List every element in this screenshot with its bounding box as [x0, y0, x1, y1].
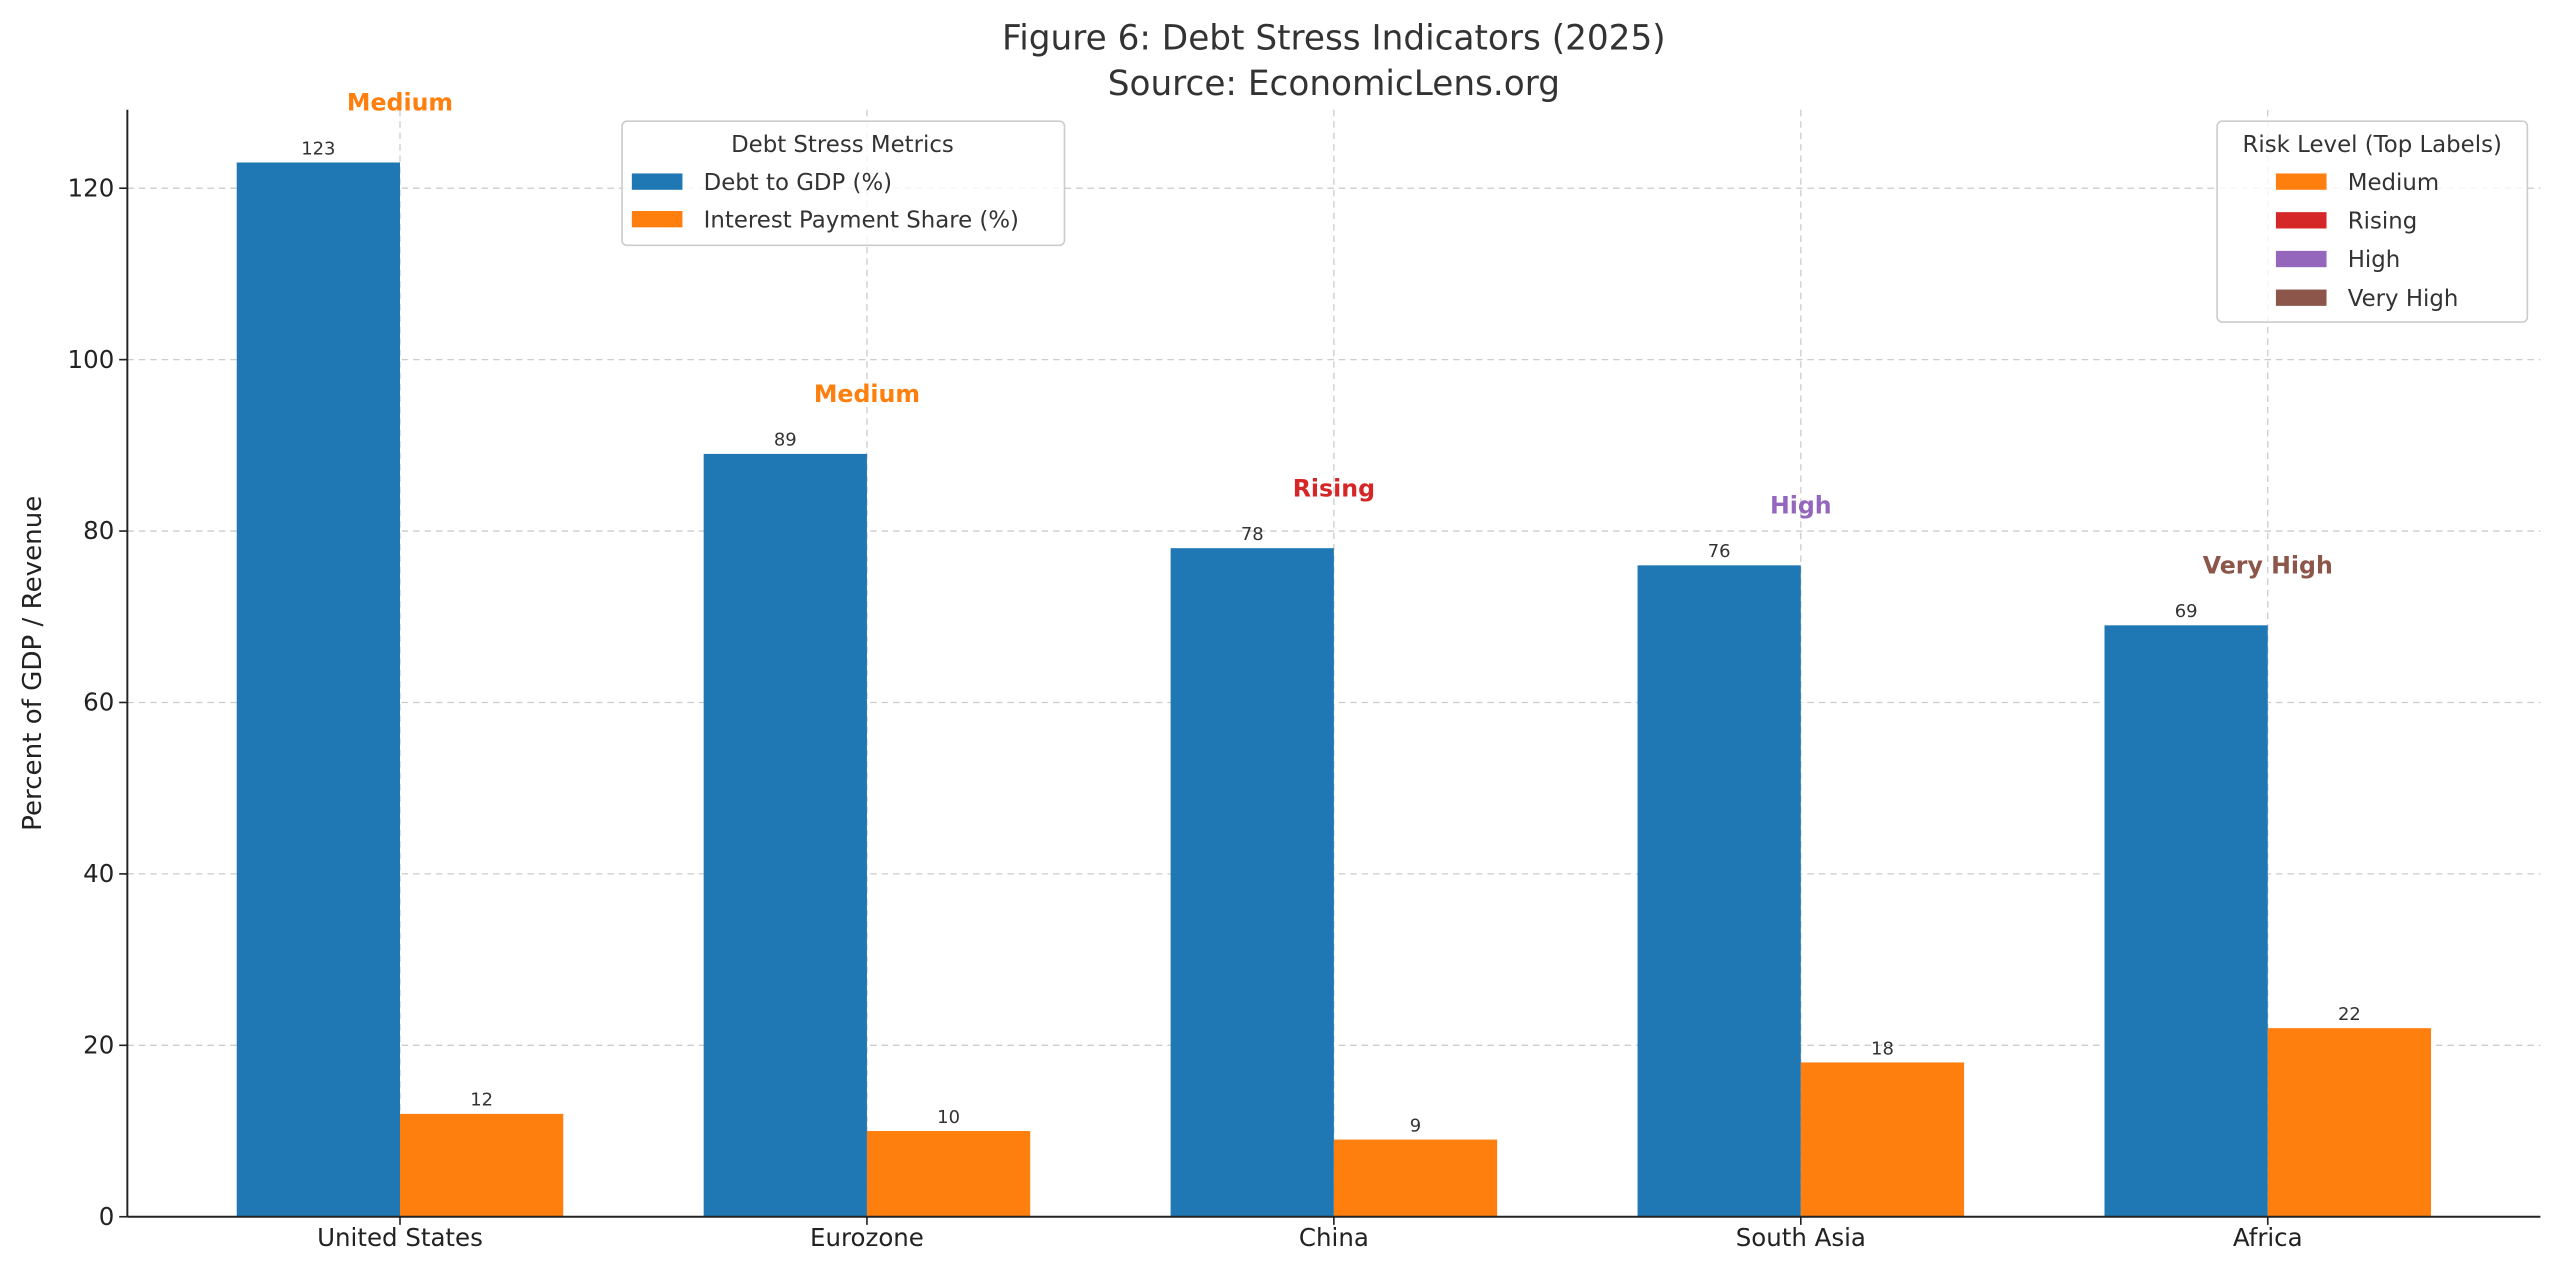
y-tick-label: 40: [83, 859, 114, 888]
bar-value-label: 89: [774, 430, 797, 451]
y-tick-label: 120: [68, 173, 115, 202]
y-tick-label: 100: [68, 345, 115, 374]
bar-interest: [400, 1113, 564, 1217]
risk-legend-swatch: [2275, 289, 2327, 306]
bar-interest: [1800, 1062, 1965, 1217]
bar-value-label: 69: [2175, 601, 2198, 622]
x-tick-label: Eurozone: [810, 1223, 924, 1252]
risk-label: Medium: [814, 380, 920, 408]
risk-legend-label: High: [2348, 247, 2401, 273]
risk-legend-label: Medium: [2348, 170, 2439, 196]
risk-legend-label: Very High: [2348, 286, 2459, 312]
risk-legend: Risk Level (Top Labels) Medium Rising High…: [2216, 120, 2529, 323]
legend-swatch-interest: [631, 211, 683, 228]
x-tick-label: United States: [317, 1223, 483, 1252]
risk-label: Very High: [2203, 551, 2333, 579]
bar-value-label: 9: [1410, 1115, 1421, 1136]
bar-value-label: 78: [1241, 524, 1264, 545]
y-tick-label: 60: [83, 688, 114, 717]
bar-debt: [2104, 625, 2268, 1217]
chart-title: Figure 6: Debt Stress Indicators (2025): [1002, 18, 1666, 58]
x-tick-label: China: [1299, 1223, 1369, 1252]
risk-legend-swatch: [2275, 173, 2327, 190]
y-tick-label: 0: [99, 1202, 115, 1231]
y-tick-label: 80: [83, 516, 114, 545]
bar-value-label: 76: [1708, 541, 1731, 562]
x-tick-label: South Asia: [1736, 1223, 1866, 1252]
bar-interest: [1333, 1139, 1498, 1217]
bar-value-label: 22: [2338, 1004, 2361, 1025]
bar-debt: [703, 453, 867, 1217]
y-axis-label: Percent of GDP / Revenue: [18, 496, 48, 831]
legend-label-interest: Interest Payment Share (%): [704, 207, 1019, 233]
bar-interest: [866, 1131, 1031, 1217]
legend-swatch-debt: [631, 173, 683, 190]
bar-value-label: 123: [301, 138, 335, 159]
bar-interest: [2267, 1028, 2432, 1217]
bar-value-label: 18: [1871, 1038, 1894, 1059]
risk-label: Medium: [347, 89, 453, 117]
y-tick-label: 20: [83, 1030, 114, 1059]
risk-legend-label: Rising: [2348, 208, 2417, 234]
series-legend-title: Debt Stress Metrics: [731, 132, 954, 158]
risk-label: High: [1770, 491, 1832, 519]
risk-label: Rising: [1293, 474, 1375, 502]
bar-debt: [1170, 548, 1334, 1217]
bar-value-label: 10: [937, 1107, 960, 1128]
risk-legend-swatch: [2275, 212, 2327, 229]
bar-value-label: 12: [470, 1090, 493, 1111]
bar-debt: [236, 162, 400, 1217]
series-legend: Debt Stress Metrics Debt to GDP (%) Inte…: [621, 120, 1066, 247]
risk-legend-title: Risk Level (Top Labels): [2243, 132, 2502, 158]
legend-label-debt: Debt to GDP (%): [704, 170, 892, 196]
chart-subtitle: Source: EconomicLens.org: [1108, 64, 1560, 104]
x-tick-label: Africa: [2233, 1223, 2303, 1252]
risk-legend-swatch: [2275, 250, 2327, 268]
bar-debt: [1637, 565, 1801, 1217]
